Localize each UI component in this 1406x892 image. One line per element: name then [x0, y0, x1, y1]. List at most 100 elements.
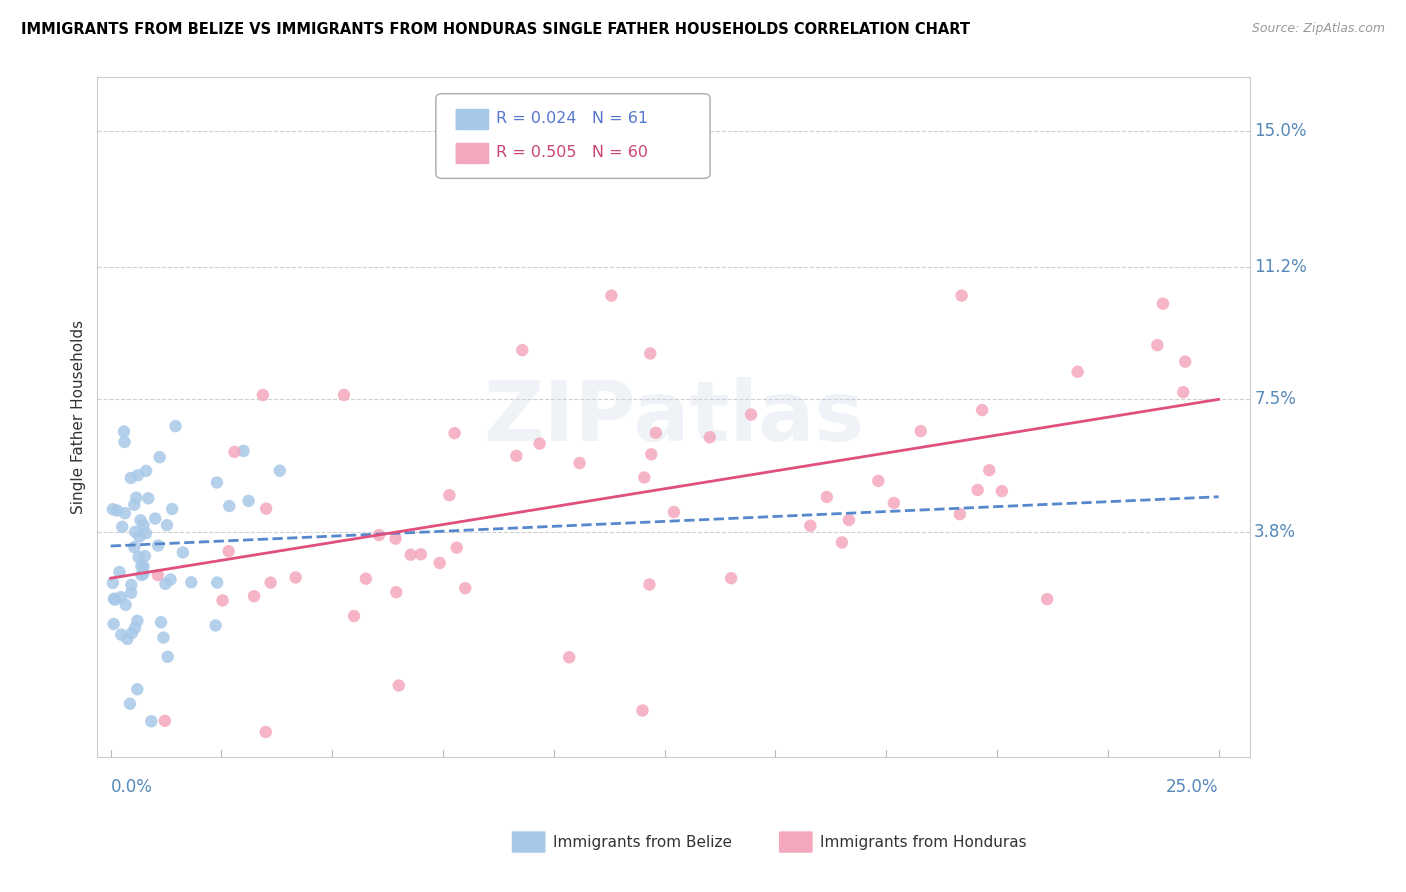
Text: 3.8%: 3.8%: [1254, 523, 1296, 541]
Point: [132, 566, 155, 581]
Point: [1173, 385, 1195, 400]
Point: [150, 615, 173, 630]
Point: [979, 463, 1001, 477]
Point: [180, 575, 202, 590]
Text: Immigrants from Honduras: Immigrants from Honduras: [820, 835, 1026, 849]
Point: [124, 621, 146, 635]
Point: [114, 598, 136, 612]
Point: [125, 491, 148, 505]
Point: [644, 425, 666, 440]
Point: [124, 541, 146, 555]
Point: [146, 568, 169, 582]
Point: [1066, 365, 1088, 379]
Point: [529, 436, 551, 450]
Point: [120, 578, 142, 592]
Point: [640, 447, 662, 461]
Point: [114, 506, 136, 520]
Point: [218, 544, 240, 558]
Point: [153, 714, 176, 728]
Point: [135, 526, 157, 541]
Point: [243, 589, 266, 603]
Point: [149, 450, 172, 465]
Point: [160, 502, 183, 516]
Point: [104, 592, 127, 607]
Point: [205, 575, 228, 590]
Point: [121, 626, 143, 640]
Point: [868, 474, 890, 488]
Point: [134, 549, 156, 563]
Point: [103, 591, 125, 606]
Point: [343, 609, 366, 624]
Point: [1152, 296, 1174, 310]
Point: [388, 678, 411, 692]
Point: [368, 528, 391, 542]
Point: [146, 539, 169, 553]
Point: [120, 471, 142, 485]
Point: [354, 572, 377, 586]
Point: [454, 581, 477, 595]
Point: [132, 559, 155, 574]
Point: [103, 617, 125, 632]
Point: [831, 535, 853, 549]
Point: [558, 650, 581, 665]
Point: [631, 704, 654, 718]
Text: 11.2%: 11.2%: [1254, 258, 1308, 276]
Point: [124, 524, 146, 539]
Point: [141, 714, 163, 729]
Text: R = 0.505   N = 60: R = 0.505 N = 60: [496, 145, 648, 160]
Point: [1146, 338, 1168, 352]
Point: [429, 556, 451, 570]
Text: 25.0%: 25.0%: [1166, 779, 1219, 797]
Point: [638, 577, 661, 591]
Point: [910, 424, 932, 438]
Text: Source: ZipAtlas.com: Source: ZipAtlas.com: [1251, 22, 1385, 36]
Point: [633, 470, 655, 484]
Point: [232, 444, 254, 458]
Point: [128, 550, 150, 565]
Point: [127, 468, 149, 483]
Point: [131, 559, 153, 574]
Text: 15.0%: 15.0%: [1254, 122, 1306, 140]
Point: [991, 484, 1014, 499]
Point: [127, 682, 149, 697]
Point: [815, 490, 838, 504]
Point: [720, 571, 742, 585]
Point: [284, 570, 307, 584]
Point: [1036, 592, 1059, 607]
Point: [101, 502, 124, 516]
Point: [799, 518, 821, 533]
Point: [966, 483, 988, 497]
Point: [218, 499, 240, 513]
Point: [211, 593, 233, 607]
Point: [254, 501, 277, 516]
Point: [112, 425, 135, 439]
Y-axis label: Single Father Households: Single Father Households: [72, 320, 86, 515]
Point: [128, 530, 150, 544]
Point: [156, 649, 179, 664]
Point: [446, 541, 468, 555]
Text: IMMIGRANTS FROM BELIZE VS IMMIGRANTS FROM HONDURAS SINGLE FATHER HOUSEHOLDS CORR: IMMIGRANTS FROM BELIZE VS IMMIGRANTS FRO…: [21, 22, 970, 37]
Point: [409, 547, 432, 561]
Text: 7.5%: 7.5%: [1254, 391, 1296, 409]
Point: [117, 632, 139, 646]
Point: [1174, 354, 1197, 368]
Point: [120, 586, 142, 600]
Point: [638, 346, 661, 360]
Point: [114, 434, 136, 449]
Point: [152, 631, 174, 645]
Text: Immigrants from Belize: Immigrants from Belize: [553, 835, 731, 849]
Point: [111, 520, 134, 534]
Text: 0.0%: 0.0%: [111, 779, 152, 797]
Point: [101, 575, 124, 590]
Point: [252, 388, 274, 402]
Point: [972, 403, 994, 417]
Point: [269, 464, 291, 478]
Point: [600, 288, 623, 302]
Point: [883, 496, 905, 510]
Point: [110, 590, 132, 604]
Point: [159, 573, 181, 587]
Point: [135, 464, 157, 478]
Point: [132, 518, 155, 533]
Point: [129, 513, 152, 527]
Point: [505, 449, 527, 463]
